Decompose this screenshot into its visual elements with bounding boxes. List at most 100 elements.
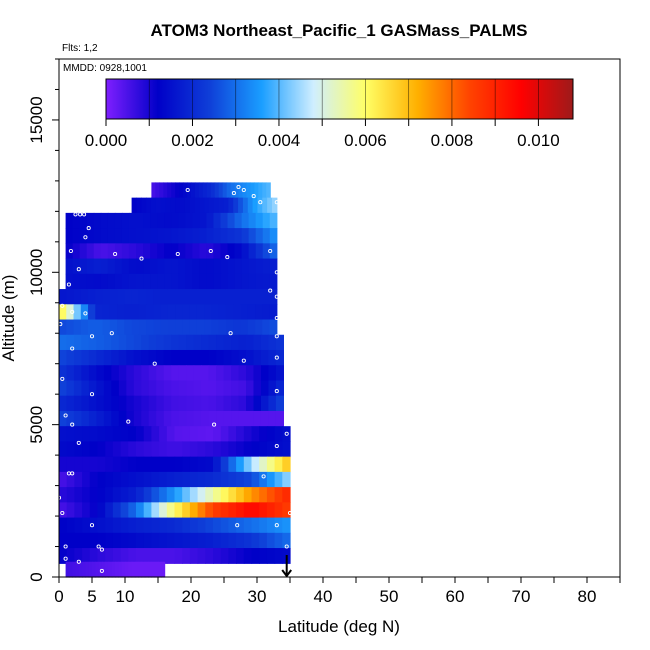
heatmap-cell — [146, 319, 154, 336]
sample-point — [235, 523, 240, 528]
heatmap-cell — [148, 349, 157, 366]
heatmap-cell — [225, 319, 234, 336]
heatmap-cell — [163, 182, 168, 199]
heatmap-cell — [220, 548, 229, 564]
heatmap-cell — [166, 487, 176, 503]
heatmap-cell — [107, 243, 116, 260]
heatmap-cell — [274, 532, 283, 549]
heatmap-cell — [163, 365, 172, 382]
heatmap-cell — [228, 471, 237, 488]
x-tick-label: 70 — [512, 587, 531, 606]
heatmap-cell — [174, 548, 183, 564]
heatmap-cell — [151, 517, 160, 534]
heatmap-cell — [269, 212, 278, 229]
heatmap-cell — [171, 365, 180, 382]
heatmap-cell — [199, 258, 207, 275]
heatmap-cell — [74, 532, 83, 549]
heatmap-cell — [241, 258, 250, 275]
heatmap-cell — [252, 197, 259, 214]
heatmap-cell — [159, 441, 168, 458]
heatmap-cell — [89, 426, 99, 443]
heatmap-cell — [111, 365, 120, 382]
heatmap-cell — [174, 426, 183, 443]
heatmap-cell — [253, 380, 262, 397]
heatmap-cell — [141, 395, 150, 412]
heatmap-cell — [128, 441, 137, 458]
heatmap-cell — [151, 502, 160, 519]
heatmap-cell — [193, 349, 202, 366]
heatmap-cell — [178, 228, 186, 244]
heatmap-cell — [148, 334, 157, 351]
heatmap-cell — [282, 471, 291, 488]
heatmap-cell — [197, 487, 206, 503]
heatmap-cell — [72, 228, 81, 244]
heatmap-cell — [243, 456, 253, 473]
heatmap-cell — [234, 273, 243, 290]
heatmap-cell — [164, 212, 172, 229]
heatmap-cell — [82, 548, 91, 564]
heatmap-cell — [251, 441, 260, 458]
heatmap-cell — [242, 197, 249, 214]
heatmap-cell — [80, 289, 89, 305]
y-axis-label: Altitude (m) — [0, 275, 18, 362]
heatmap-cell — [131, 197, 138, 214]
heatmap-cell — [136, 502, 145, 519]
heatmap-cell — [262, 304, 271, 321]
heatmap-cell — [228, 456, 237, 473]
heatmap-cell — [93, 228, 102, 244]
sample-point — [274, 389, 279, 394]
heatmap-cell — [133, 380, 142, 397]
heatmap-cell — [275, 349, 284, 366]
heatmap-cell — [248, 228, 257, 244]
heatmap-cell — [236, 517, 245, 534]
heatmap-cell — [251, 532, 260, 549]
heatmap-cell — [218, 304, 227, 321]
heatmap-cell — [105, 456, 114, 473]
heatmap-cell — [199, 197, 205, 214]
heatmap-cell — [95, 319, 104, 336]
sample-point — [82, 212, 87, 217]
heatmap-cell — [133, 365, 142, 382]
heatmap-cell — [72, 243, 81, 260]
heatmap-cell — [121, 561, 126, 578]
heatmap-cell — [150, 197, 157, 214]
heatmap-cell — [148, 410, 157, 427]
sample-point — [113, 251, 118, 257]
heatmap-cell — [198, 182, 204, 199]
heatmap-cell — [269, 319, 278, 336]
heatmap-cell — [114, 273, 123, 290]
heatmap-cell — [266, 487, 276, 503]
heatmap-cell — [112, 456, 122, 473]
heatmap-cell — [150, 212, 158, 229]
heatmap-cell — [197, 548, 206, 564]
heatmap-cell — [260, 365, 270, 382]
heatmap-cell — [182, 319, 191, 336]
x-tick-label: 40 — [314, 587, 333, 606]
heatmap-cell — [163, 349, 172, 366]
heatmap-cell — [66, 334, 75, 351]
heatmap-cell — [66, 441, 75, 458]
heatmap-cell — [199, 273, 207, 290]
heatmap-cell — [102, 304, 111, 321]
heatmap-cell — [186, 410, 195, 427]
heatmap-cell — [128, 532, 137, 549]
heatmap-cell — [143, 471, 152, 488]
heatmap-cell — [238, 395, 247, 412]
heatmap-cell — [89, 548, 99, 564]
heatmap-cell — [205, 502, 214, 519]
heatmap-cell — [143, 258, 151, 275]
heatmap-cell — [205, 548, 214, 564]
heatmap-cell — [197, 441, 206, 458]
heatmap-cell — [81, 365, 90, 382]
heatmap-cell — [266, 502, 276, 519]
heatmap-cell — [141, 334, 150, 351]
heatmap-cell — [251, 456, 260, 473]
heatmap-cell — [73, 380, 83, 397]
heatmap-cell — [82, 487, 91, 503]
heatmap-cell — [182, 456, 191, 473]
heatmap-cell — [259, 502, 268, 519]
heatmap-cell — [189, 304, 198, 321]
heatmap-cell — [241, 273, 250, 290]
heatmap-cell — [59, 502, 68, 519]
heatmap-cell — [185, 212, 193, 229]
